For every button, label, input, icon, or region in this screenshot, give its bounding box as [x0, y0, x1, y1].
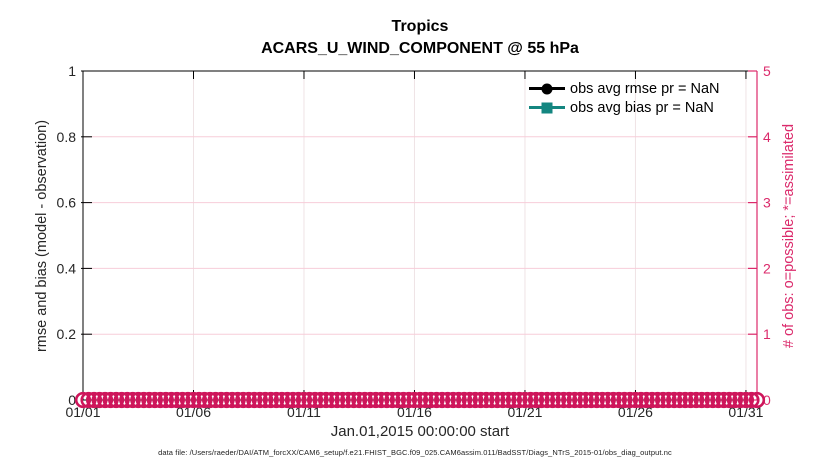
bias-square-marker: [541, 102, 553, 113]
legend-item-bias: obs avg bias pr = NaN: [529, 98, 720, 117]
right-axis-label: # of obs: o=possible; *=assimilated: [781, 123, 797, 349]
y-left-tick-label: 1: [68, 63, 76, 79]
y-left-tick-label: 0.2: [57, 326, 77, 342]
y-right-tick-label: 3: [763, 195, 771, 211]
tick-labels: 01/01 01/06 01/11 01/16 01/21 01/26 01/3100.20…: [57, 63, 771, 420]
legend: obs avg rmse pr = NaN obs avg bias pr = …: [529, 79, 720, 117]
legend-label-rmse: obs avg rmse pr = NaN: [570, 80, 720, 97]
y-left-tick-label: 0.6: [57, 195, 77, 211]
chart-title: Tropics ACARS_U_WIND_COMPONENT @ 55 hPa: [83, 16, 757, 60]
x-axis-label: Jan.01,2015 00:00:00 start: [330, 423, 510, 440]
rmse-line-sample: [529, 83, 565, 94]
chart-title-variable: ACARS_U_WIND_COMPONENT @ 55 hPa: [261, 40, 579, 57]
x-tick-label: 01/16: [397, 404, 432, 420]
y-right-tick-label: 1: [763, 326, 771, 342]
y-left-tick-label: 0.4: [57, 260, 77, 276]
x-tick-label: 01/01: [65, 404, 100, 420]
x-tick-label: 01/31: [728, 404, 763, 420]
y-right-tick-label: 2: [763, 260, 771, 276]
obs-possible-marker-band: [74, 391, 766, 409]
y-right-tick-label: 4: [763, 129, 771, 145]
y-right-tick-label: 5: [763, 63, 771, 79]
x-tick-label: 01/21: [507, 404, 542, 420]
x-tick-label: 01/11: [287, 404, 321, 420]
data-file-caption: data file: /Users/raeder/DAI/ATM_forcXX/…: [158, 448, 672, 457]
left-axis-label: rmse and bias (model - observation): [34, 119, 50, 353]
bias-line-sample: [529, 102, 565, 113]
gridlines: [82, 71, 757, 400]
legend-label-bias: obs avg bias pr = NaN: [570, 99, 714, 116]
legend-item-rmse: obs avg rmse pr = NaN: [529, 79, 720, 98]
axes-box: [82, 70, 758, 401]
rmse-circle-marker: [541, 83, 553, 94]
tick-marks: [81, 70, 757, 401]
chart-title-region: Tropics: [391, 18, 449, 35]
y-left-tick-label: 0: [68, 392, 76, 408]
y-left-tick-label: 0.8: [57, 129, 77, 145]
y-right-tick-label: 0: [763, 392, 771, 408]
x-tick-label: 01/26: [618, 404, 653, 420]
x-tick-label: 01/06: [176, 404, 211, 420]
